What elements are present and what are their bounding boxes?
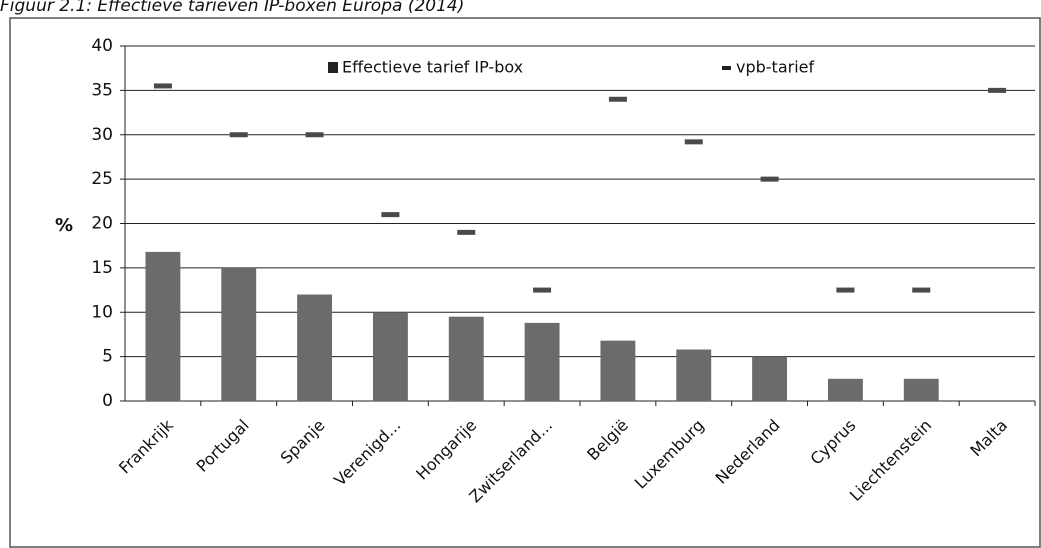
bar <box>297 294 333 401</box>
x-tick-label: België <box>583 416 632 465</box>
bar <box>903 378 939 401</box>
dash-marker <box>305 132 324 138</box>
bar <box>752 356 788 401</box>
y-tick-label: 10 <box>91 302 113 322</box>
y-tick-label: 25 <box>91 169 113 189</box>
dash-marker <box>912 287 931 293</box>
bar <box>448 316 484 401</box>
dash-marker <box>153 83 172 89</box>
legend-swatch <box>722 66 731 70</box>
bar <box>372 312 408 401</box>
y-axis-label: % <box>55 215 73 236</box>
chart-frame <box>9 17 1041 548</box>
bar <box>145 251 181 401</box>
x-tick-label: Cyprus <box>806 416 859 469</box>
legend-label: Effectieve tarief IP-box <box>342 58 523 77</box>
legend-swatch <box>328 62 338 73</box>
y-tick-label: 30 <box>91 125 113 145</box>
bar <box>221 267 257 401</box>
y-tick-label: 5 <box>102 347 113 367</box>
dash-marker <box>229 132 248 138</box>
dash-marker <box>381 212 400 218</box>
x-tick-label: Spanje <box>277 416 329 468</box>
dash-marker <box>760 176 779 182</box>
x-tick-label: Hongarije <box>412 416 480 484</box>
dash-marker <box>533 287 552 293</box>
bar <box>524 322 560 401</box>
y-tick-label: 0 <box>102 391 113 411</box>
bar <box>600 340 636 401</box>
bar <box>676 349 712 401</box>
dash-marker <box>457 229 476 235</box>
dash-marker <box>608 96 627 102</box>
x-tick-label: Frankrijk <box>115 415 177 477</box>
chart-title: Figuur 2.1: Effectieve tarieven IP-boxen… <box>0 0 464 16</box>
legend-label: vpb-tarief <box>736 58 815 77</box>
dash-marker <box>836 287 855 293</box>
y-tick-label: 15 <box>91 258 113 278</box>
y-tick-label: 35 <box>91 80 113 100</box>
x-tick-label: Nederland <box>712 416 784 488</box>
y-tick-label: 40 <box>91 36 113 56</box>
x-tick-label: Portugal <box>192 416 252 476</box>
x-tick-label: Verenigd... <box>330 416 404 490</box>
dash-marker <box>684 139 703 145</box>
x-tick-label: Luxemburg <box>631 416 708 493</box>
bar <box>827 378 863 401</box>
dash-marker <box>988 87 1007 93</box>
x-tick-label: Malta <box>966 416 1011 461</box>
y-tick-label: 20 <box>91 214 113 234</box>
